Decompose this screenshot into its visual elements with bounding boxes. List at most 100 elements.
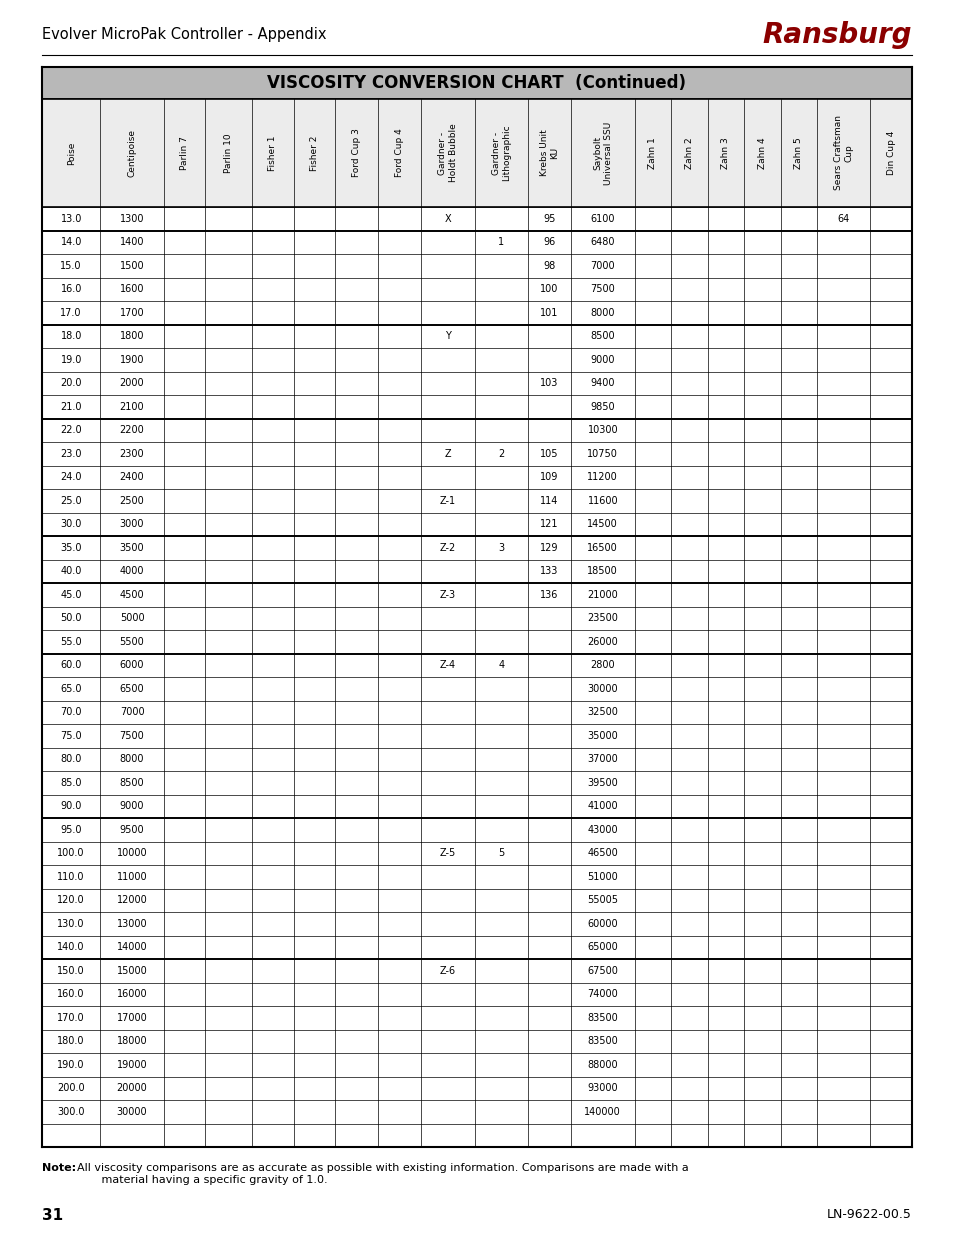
Text: 51000: 51000 [587, 872, 618, 882]
Text: 55005: 55005 [587, 895, 618, 905]
Text: 5000: 5000 [120, 614, 144, 624]
Text: 114: 114 [539, 495, 558, 506]
Text: 30000: 30000 [587, 684, 618, 694]
Text: 2000: 2000 [120, 378, 144, 388]
Text: 80.0: 80.0 [60, 755, 82, 764]
Text: 3500: 3500 [120, 542, 144, 553]
Text: 140.0: 140.0 [57, 942, 85, 952]
Text: 18.0: 18.0 [60, 331, 82, 341]
Text: 90.0: 90.0 [60, 802, 82, 811]
Text: Poise: Poise [67, 141, 75, 164]
Text: Din Cup 4: Din Cup 4 [885, 131, 895, 175]
Text: 7000: 7000 [120, 708, 144, 718]
Text: 300.0: 300.0 [57, 1107, 85, 1116]
Text: X: X [444, 214, 451, 224]
Text: 13.0: 13.0 [60, 214, 82, 224]
Text: 83500: 83500 [587, 1036, 618, 1046]
Text: Z-1: Z-1 [439, 495, 456, 506]
Text: 17000: 17000 [116, 1013, 148, 1023]
Text: 18000: 18000 [116, 1036, 147, 1046]
Text: 45.0: 45.0 [60, 590, 82, 600]
Text: Z-2: Z-2 [439, 542, 456, 553]
Text: 24.0: 24.0 [60, 472, 82, 482]
Text: 1400: 1400 [120, 237, 144, 247]
Text: 11600: 11600 [587, 495, 618, 506]
Text: 8000: 8000 [590, 308, 615, 317]
Text: 7000: 7000 [590, 261, 615, 270]
Text: 12000: 12000 [116, 895, 148, 905]
Text: 35.0: 35.0 [60, 542, 82, 553]
Text: 41000: 41000 [587, 802, 618, 811]
Text: 30.0: 30.0 [60, 519, 82, 530]
Text: 64: 64 [837, 214, 849, 224]
Text: 16000: 16000 [116, 989, 147, 999]
Text: 30000: 30000 [116, 1107, 147, 1116]
Text: 93000: 93000 [587, 1083, 618, 1093]
Text: 6500: 6500 [120, 684, 144, 694]
Text: 11000: 11000 [116, 872, 147, 882]
Text: 5500: 5500 [119, 637, 144, 647]
Text: 46500: 46500 [587, 848, 618, 858]
Text: 1500: 1500 [120, 261, 144, 270]
Text: 60.0: 60.0 [60, 661, 82, 671]
Text: 200.0: 200.0 [57, 1083, 85, 1093]
Text: 15000: 15000 [116, 966, 148, 976]
Text: 35000: 35000 [587, 731, 618, 741]
Text: Z-6: Z-6 [439, 966, 456, 976]
Text: 74000: 74000 [587, 989, 618, 999]
Text: Fisher 2: Fisher 2 [310, 136, 318, 170]
Text: 2100: 2100 [120, 401, 144, 411]
Text: Evolver MicroPak Controller - Appendix: Evolver MicroPak Controller - Appendix [42, 27, 326, 42]
Text: 1300: 1300 [120, 214, 144, 224]
Text: Z: Z [444, 448, 451, 458]
Text: 22.0: 22.0 [60, 425, 82, 435]
Text: 20.0: 20.0 [60, 378, 82, 388]
Text: 150.0: 150.0 [57, 966, 85, 976]
Text: 4: 4 [497, 661, 504, 671]
Text: 10300: 10300 [587, 425, 618, 435]
Text: All viscosity comparisons are as accurate as possible with existing information.: All viscosity comparisons are as accurat… [70, 1163, 688, 1184]
Text: 2: 2 [497, 448, 504, 458]
Text: 1800: 1800 [120, 331, 144, 341]
Text: 23.0: 23.0 [60, 448, 82, 458]
Text: 4500: 4500 [120, 590, 144, 600]
Text: 120.0: 120.0 [57, 895, 85, 905]
Text: 103: 103 [539, 378, 558, 388]
Text: 23500: 23500 [587, 614, 618, 624]
Text: Parlin 10: Parlin 10 [224, 133, 233, 173]
Text: 1600: 1600 [120, 284, 144, 294]
Text: LN-9622-00.5: LN-9622-00.5 [826, 1209, 911, 1221]
Bar [42, 67, 911, 99]
Text: 14500: 14500 [587, 519, 618, 530]
Text: 9500: 9500 [120, 825, 144, 835]
Text: 20000: 20000 [116, 1083, 148, 1093]
Text: Note:: Note: [42, 1163, 76, 1173]
Text: 7500: 7500 [119, 731, 144, 741]
Text: 10750: 10750 [587, 448, 618, 458]
Text: 101: 101 [539, 308, 558, 317]
Text: 31: 31 [42, 1208, 63, 1223]
Text: 2500: 2500 [119, 495, 144, 506]
Text: 98: 98 [543, 261, 555, 270]
Text: Gardner -
Lithographic: Gardner - Lithographic [491, 125, 511, 182]
Text: 67500: 67500 [587, 966, 618, 976]
Text: 15.0: 15.0 [60, 261, 82, 270]
Text: 19.0: 19.0 [60, 354, 82, 364]
Text: Y: Y [445, 331, 451, 341]
Text: 16.0: 16.0 [60, 284, 82, 294]
Text: Z-4: Z-4 [439, 661, 456, 671]
Text: 5: 5 [497, 848, 504, 858]
Text: 65.0: 65.0 [60, 684, 82, 694]
Text: 160.0: 160.0 [57, 989, 85, 999]
Text: 109: 109 [539, 472, 558, 482]
Text: 40.0: 40.0 [60, 567, 82, 577]
Text: 2400: 2400 [120, 472, 144, 482]
Text: 3000: 3000 [120, 519, 144, 530]
Text: 55.0: 55.0 [60, 637, 82, 647]
Text: 1700: 1700 [120, 308, 144, 317]
Text: 10000: 10000 [116, 848, 147, 858]
Text: Zahn 4: Zahn 4 [757, 137, 766, 169]
Text: 3: 3 [497, 542, 504, 553]
Text: Ford Cup 3: Ford Cup 3 [352, 128, 361, 178]
Text: 70.0: 70.0 [60, 708, 82, 718]
